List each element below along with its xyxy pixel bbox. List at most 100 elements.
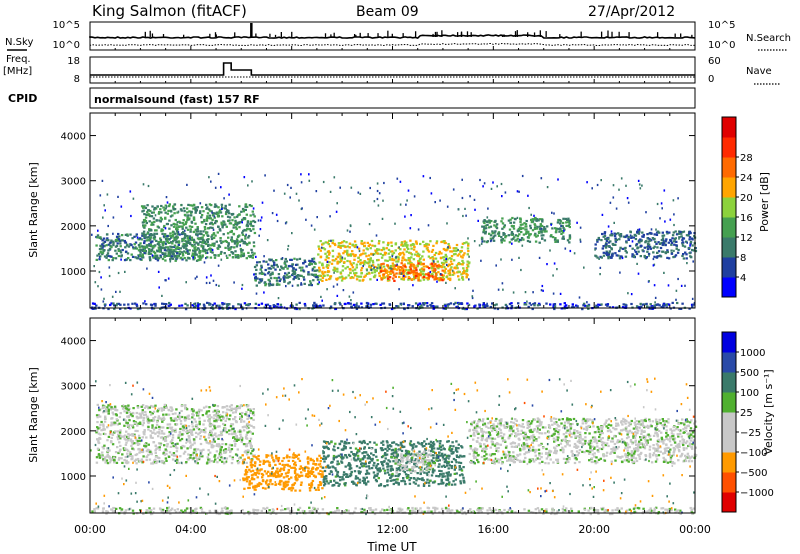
heatmap-cell: [339, 303, 342, 306]
heatmap-cell: [208, 303, 211, 306]
heatmap-cell: [188, 435, 191, 438]
heatmap-cell: [130, 444, 133, 447]
heatmap-cell: [209, 226, 212, 229]
heatmap-cell: [137, 416, 140, 419]
heatmap-cell: [292, 483, 295, 486]
heatmap-cell: [186, 447, 189, 450]
heatmap-cell: [250, 459, 253, 462]
power-swatch: [722, 177, 736, 198]
heatmap-cell: [388, 258, 392, 261]
power-swatch: [722, 277, 736, 298]
heatmap-cell: [379, 303, 382, 306]
heatmap-cell: [336, 283, 339, 286]
heatmap-cell: [493, 224, 496, 227]
heatmap-cell: [401, 244, 405, 247]
heatmap-cell: [322, 274, 325, 277]
heatmap-cell: [192, 218, 196, 221]
heatmap-cell: [482, 185, 484, 188]
heatmap-cell: [333, 302, 337, 305]
heatmap-cell: [261, 476, 264, 479]
heatmap-cell: [181, 258, 184, 261]
heatmap-cell: [194, 450, 198, 453]
heatmap-cell: [197, 307, 200, 310]
heatmap-cell: [162, 226, 166, 229]
heatmap-cell: [672, 256, 675, 259]
heatmap-cell: [240, 210, 243, 213]
heatmap-cell: [685, 253, 688, 256]
heatmap-cell: [540, 289, 543, 292]
heatmap-cell: [386, 259, 389, 262]
heatmap-cell: [308, 475, 311, 478]
heatmap-cell: [425, 442, 428, 446]
heatmap-cell: [205, 441, 209, 444]
heatmap-cell: [611, 242, 614, 246]
heatmap-cell: [250, 474, 254, 477]
heatmap-cell: [486, 223, 489, 226]
heatmap-cell: [396, 263, 398, 266]
heatmap-cell: [231, 456, 234, 459]
heatmap-cell: [297, 457, 300, 460]
heatmap-cell: [371, 261, 375, 264]
heatmap-cell: [119, 437, 122, 440]
heatmap-cell: [117, 238, 121, 241]
heatmap-cell: [446, 248, 449, 251]
heatmap-cell: [199, 202, 202, 205]
heatmap-cell: [282, 276, 285, 279]
heatmap-cell: [190, 409, 193, 412]
heatmap-cell: [211, 248, 214, 252]
heatmap-cell: [147, 425, 150, 428]
heatmap-cell: [261, 201, 264, 204]
heatmap-cell: [637, 272, 640, 275]
y-tick-label: 3000: [61, 177, 86, 188]
heatmap-cell: [204, 438, 207, 441]
heatmap-cell: [168, 252, 171, 255]
heatmap-cell: [184, 229, 186, 232]
heatmap-cell: [431, 467, 435, 470]
heatmap-cell: [656, 251, 659, 254]
heatmap-cell: [649, 303, 652, 306]
heatmap-cell: [278, 283, 281, 286]
heatmap-cell: [138, 246, 141, 249]
heatmap-cell: [195, 424, 198, 427]
heatmap-cell: [120, 258, 122, 261]
heatmap-cell: [110, 246, 113, 249]
heatmap-cell: [614, 232, 618, 235]
heatmap-cell: [365, 272, 369, 275]
heatmap-cell: [287, 477, 291, 481]
heatmap-cell: [134, 256, 137, 259]
heatmap-cell: [146, 448, 149, 451]
heatmap-cell: [432, 305, 435, 308]
heatmap-cell: [184, 417, 187, 420]
heatmap-cell: [210, 445, 213, 449]
heatmap-cell: [239, 416, 242, 419]
heatmap-cell: [272, 266, 275, 269]
heatmap-cell: [432, 257, 435, 260]
heatmap-cell: [397, 305, 400, 308]
heatmap-cell: [194, 209, 198, 213]
heatmap-cell: [180, 304, 184, 307]
heatmap-cell: [443, 270, 446, 273]
heatmap-cell: [368, 260, 371, 263]
heatmap-cell: [321, 276, 325, 279]
heatmap-cell: [197, 428, 201, 431]
heatmap-cell: [157, 226, 161, 229]
heatmap-cell: [218, 452, 221, 456]
heatmap-cell: [196, 305, 200, 308]
heatmap-cell: [157, 246, 160, 249]
heatmap-cell: [205, 440, 208, 443]
heatmap-cell: [353, 258, 356, 261]
heatmap-cell: [164, 237, 168, 241]
heatmap-cell: [660, 239, 664, 242]
heatmap-cell: [504, 236, 507, 239]
heatmap-cell: [159, 239, 163, 242]
heatmap-cell: [267, 282, 271, 286]
heatmap-cell: [512, 225, 515, 228]
heatmap-cell: [242, 252, 245, 255]
heatmap-cell: [518, 190, 520, 193]
heatmap-cell: [215, 435, 218, 438]
heatmap-cell: [210, 204, 213, 207]
heatmap-cell: [653, 263, 656, 266]
heatmap-cell: [446, 263, 448, 266]
heatmap-cell: [411, 278, 414, 281]
heatmap-cell: [420, 304, 423, 307]
